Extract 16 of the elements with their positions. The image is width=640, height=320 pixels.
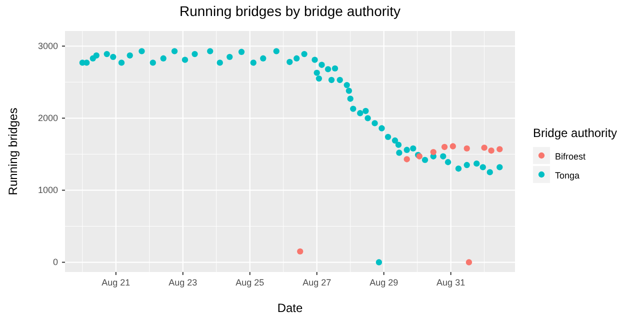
x-tick-label: Aug 21 xyxy=(102,277,130,288)
y-tick-label: 2000 xyxy=(38,113,58,124)
x-tick-label: Aug 29 xyxy=(370,277,398,288)
legend-title: Bridge authority xyxy=(533,126,618,140)
y-axis-title: Running bridges xyxy=(6,108,20,196)
legend-label: Tonga xyxy=(555,170,580,180)
y-tick-label: 1000 xyxy=(38,185,58,196)
x-axis-title: Date xyxy=(277,301,303,315)
x-tick-label: Aug 31 xyxy=(436,277,466,288)
x-tick-label: Aug 25 xyxy=(236,277,264,288)
y-tick-label: 0 xyxy=(52,257,58,268)
chart-title: Running bridges by bridge authority xyxy=(179,3,401,19)
x-tick-label: Aug 23 xyxy=(168,277,198,288)
legend-label: Bifroest xyxy=(555,152,586,162)
y-tick-label: 3000 xyxy=(38,41,58,52)
x-tick-label: Aug 27 xyxy=(302,277,332,288)
